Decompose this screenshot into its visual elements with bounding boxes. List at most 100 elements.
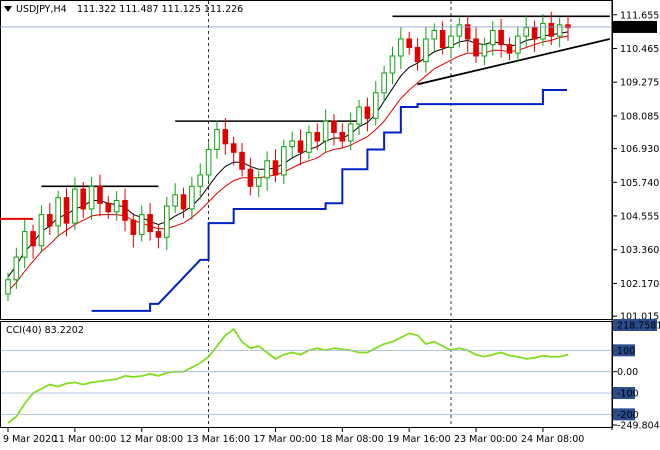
cci-line [7, 327, 569, 424]
candle-bull [13, 256, 20, 281]
candle-bear [331, 120, 337, 133]
candle-bull [5, 279, 11, 295]
current-price-label: 111.226 [618, 22, 657, 33]
candle-bull [431, 29, 438, 40]
ma-slow-line [7, 35, 569, 292]
candle-bull [556, 24, 563, 37]
price-tick-label: 106.930 [620, 144, 659, 155]
candle-bull [214, 129, 220, 150]
candle-bull [38, 214, 45, 247]
candle-bear [297, 140, 304, 153]
ohlc-label: 111.322 111.487 111.125 111.226 [77, 4, 243, 15]
candle-bull [306, 131, 312, 153]
price-tick-label: 105.740 [620, 178, 659, 189]
candle-bear [498, 29, 504, 46]
candle-bull [138, 214, 145, 235]
candle-bull [448, 35, 454, 48]
candle-bear [473, 38, 479, 57]
stop-line-bull [91, 88, 567, 312]
time-tick-label: 13 Mar 16:00 [187, 434, 250, 445]
candle-bull [172, 194, 178, 207]
candle-bear [548, 22, 555, 37]
cci-level-tag [613, 408, 635, 421]
time-tick-label: 19 Mar 16:00 [387, 434, 450, 445]
price-axis: 111.655 110.465 109.275 108.085 106.930 105.7… [0, 10, 659, 323]
candle-bull [347, 123, 354, 142]
candle-bull [21, 231, 28, 258]
cci-tick-label: -100 [617, 389, 639, 400]
cci-level-tag [613, 319, 657, 331]
candle-bull [189, 185, 195, 210]
main-pane-frame [0, 0, 613, 320]
price-tick-label: 108.085 [620, 111, 659, 122]
candle-bull [289, 140, 295, 148]
candle-bear [130, 219, 137, 235]
candle-bull [372, 92, 379, 119]
candle-bull [113, 199, 120, 213]
candle-bear [46, 214, 53, 227]
time-tick-label: 24 Mar 08:00 [521, 434, 584, 445]
candle-bear [414, 46, 421, 63]
current-price-tag [613, 20, 657, 33]
candle-bull [523, 27, 530, 37]
candle-bear [364, 106, 371, 119]
price-tick-label: 101.015 [620, 312, 659, 323]
price-tick-label: 104.555 [620, 211, 659, 222]
candle-bull [264, 160, 270, 179]
candle-bull [423, 38, 429, 63]
candle-bear [122, 199, 128, 221]
cci-tick-label: 218.7581 [617, 321, 660, 332]
stop-line [0, 88, 567, 312]
candle-bear [222, 129, 229, 145]
candle-bull [356, 106, 362, 125]
time-tick-label: 9 Mar 2020 [3, 434, 57, 445]
candle-bull [72, 188, 78, 224]
candle-bear [97, 185, 103, 204]
candle-bear [506, 44, 513, 54]
symbol-label: USDJPY,H4 [16, 4, 67, 15]
time-tick-label: 17 Mar 00:00 [253, 434, 316, 445]
time-tick-label: 12 Mar 08:00 [120, 434, 183, 445]
candle-bear [239, 151, 245, 170]
candle-bull [88, 185, 95, 210]
candle-bull [481, 44, 488, 57]
cci-tick-label: 0.00 [617, 367, 638, 378]
price-tick-label: 102.170 [620, 279, 659, 290]
cci-tick-label: -249.8047 [617, 421, 660, 432]
candle-bull [389, 55, 396, 74]
candle-bull [456, 24, 463, 37]
cci-level-tag [613, 344, 635, 357]
candle-bull [540, 22, 546, 40]
cci-label: CCI(40) 83.2202 [6, 325, 84, 336]
price-tick-label: 110.465 [620, 44, 659, 55]
candle-bear [314, 131, 321, 142]
cci-axis: 218.7581 100 0.00 -100 -200-249.8047 [1, 319, 660, 432]
candle-bear [247, 168, 254, 187]
cci-tick-label: -200 [617, 410, 639, 421]
time-tick-label: 23 Mar 00:00 [454, 434, 517, 445]
price-tick-label: 111.655 [620, 10, 659, 21]
candle-bear [230, 143, 237, 153]
trend-line [417, 38, 610, 86]
candle-bear [80, 188, 87, 210]
candle-bear [105, 202, 112, 213]
candle-bull [515, 35, 521, 54]
candle-bear [565, 24, 571, 29]
cci-tick-label: 100 [617, 346, 635, 357]
cci-series-line [7, 327, 569, 424]
candle-bear [180, 194, 187, 210]
candle-bear [531, 27, 538, 40]
candle-bull [381, 72, 387, 94]
chart-menu-triangle-icon[interactable] [4, 6, 12, 12]
candle-bear [63, 197, 70, 224]
candle-bear [30, 231, 36, 247]
price-tick-label: 103.360 [620, 245, 659, 256]
candle-bear [147, 214, 153, 233]
time-tick-label: 18 Mar 08:00 [320, 434, 383, 445]
indicator-pane-frame [0, 321, 613, 428]
moving-averages [7, 31, 569, 292]
level-lines [41, 15, 610, 188]
candle-bear [339, 131, 346, 142]
